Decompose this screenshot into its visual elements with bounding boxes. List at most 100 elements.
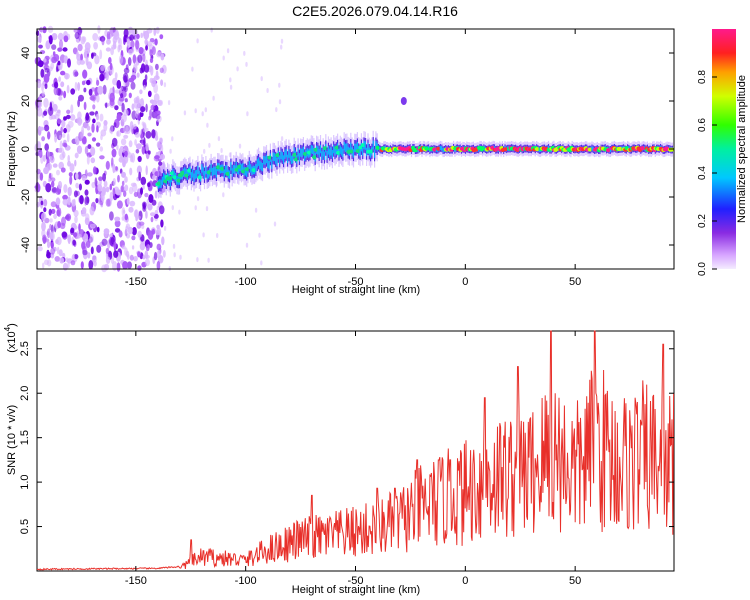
noise-blob <box>74 81 78 92</box>
noise-blob <box>136 33 140 40</box>
noise-blob <box>131 227 137 236</box>
noise-blob <box>55 188 61 196</box>
noise-blob <box>101 238 108 246</box>
signal-inner <box>285 148 287 158</box>
spectrogram-x-tick-label: 50 <box>569 276 581 288</box>
noise-blob <box>60 81 65 88</box>
noise-blob <box>68 172 73 177</box>
noise-blob <box>140 63 146 73</box>
signal-peak <box>267 155 273 160</box>
noise-blob <box>143 137 146 147</box>
noise-blob <box>51 44 57 50</box>
noise-blob <box>118 55 124 65</box>
noise-blob <box>70 260 76 266</box>
signal-peak <box>225 171 231 176</box>
noise-blob <box>109 92 115 103</box>
signal-inner <box>352 149 355 158</box>
noise-blob <box>97 184 103 192</box>
noise-blob <box>116 262 121 272</box>
noise-blob <box>90 223 96 229</box>
noise-blob <box>118 96 125 102</box>
signal-peak <box>292 152 298 157</box>
signal-inner <box>229 170 231 179</box>
noise-blob <box>149 49 153 57</box>
noise-blob <box>136 165 142 174</box>
noise-blob <box>156 243 162 251</box>
snr-y-tick-label: 1.5 <box>19 430 31 445</box>
spectrogram-y-tick-label: 20 <box>20 95 32 107</box>
signal-inner <box>163 172 165 182</box>
noise-speckle <box>169 148 172 154</box>
noise-blob <box>158 161 163 166</box>
signal-peak <box>172 175 178 180</box>
noise-blob <box>147 230 154 240</box>
noise-blob <box>66 133 70 143</box>
noise-blob <box>43 97 49 108</box>
noise-blob <box>36 107 43 117</box>
signal-peak <box>251 168 257 173</box>
signal-peak <box>244 167 250 172</box>
noise-blob <box>96 94 100 103</box>
signal-inner <box>280 150 282 160</box>
noise-blob <box>95 198 99 204</box>
noise-blob <box>141 145 146 155</box>
signal-inner <box>304 152 306 162</box>
noise-blob <box>155 63 159 71</box>
noise-speckle <box>245 61 248 67</box>
signal-inner <box>281 152 283 161</box>
noise-blob <box>145 165 148 176</box>
noise-speckle <box>246 111 249 117</box>
signal-inner <box>244 167 246 176</box>
noise-blob <box>62 194 68 200</box>
noise-blob <box>126 39 131 49</box>
noise-blob <box>67 120 74 128</box>
noise-blob <box>86 79 91 86</box>
noise-blob <box>140 133 144 139</box>
noise-blob <box>127 226 133 235</box>
noise-blob <box>159 137 163 143</box>
noise-blob <box>81 136 87 145</box>
signal-inner <box>372 140 374 149</box>
noise-blob <box>140 187 143 195</box>
noise-blob <box>51 177 56 182</box>
noise-blob <box>55 197 61 206</box>
noise-blob <box>38 100 43 108</box>
signal-inner <box>609 147 612 153</box>
spectrogram-x-ticks: -150 -100 -50 0 50 <box>125 29 581 288</box>
noise-blob <box>60 70 66 76</box>
noise-blob <box>99 146 104 152</box>
noise-blob <box>92 166 97 175</box>
snr-x-tick-label: -50 <box>348 575 364 587</box>
noise-blob <box>153 27 157 36</box>
noise-blob <box>126 254 130 260</box>
signal-inner <box>248 160 250 170</box>
noise-blob <box>51 56 57 64</box>
noise-blob <box>135 143 142 150</box>
signal-inner <box>288 149 290 158</box>
noise-blob <box>96 244 102 253</box>
noise-blob <box>87 144 92 150</box>
noise-blob <box>133 191 138 198</box>
signal-inner <box>211 167 213 177</box>
noise-blob <box>84 195 90 206</box>
signal-peak <box>237 164 242 169</box>
signal-inner <box>364 141 366 150</box>
noise-blob <box>51 33 58 41</box>
noise-blob <box>37 60 44 68</box>
noise-blob <box>148 242 153 248</box>
signal-inner <box>161 176 163 186</box>
signal-inner <box>342 148 344 158</box>
noise-blob <box>156 115 162 123</box>
noise-speckle <box>220 148 223 153</box>
signal-inner <box>346 143 348 152</box>
noise-blob <box>135 40 140 50</box>
noise-blob <box>90 94 97 102</box>
noise-blob <box>96 125 99 133</box>
noise-blob <box>70 227 75 234</box>
noise-blob <box>153 75 160 81</box>
snr-x-ticks: -150 -100 -50 0 50 <box>125 331 581 587</box>
signal-inner <box>267 159 269 168</box>
signal-inner <box>232 165 235 174</box>
noise-blob <box>75 182 79 189</box>
noise-blob <box>126 197 130 205</box>
